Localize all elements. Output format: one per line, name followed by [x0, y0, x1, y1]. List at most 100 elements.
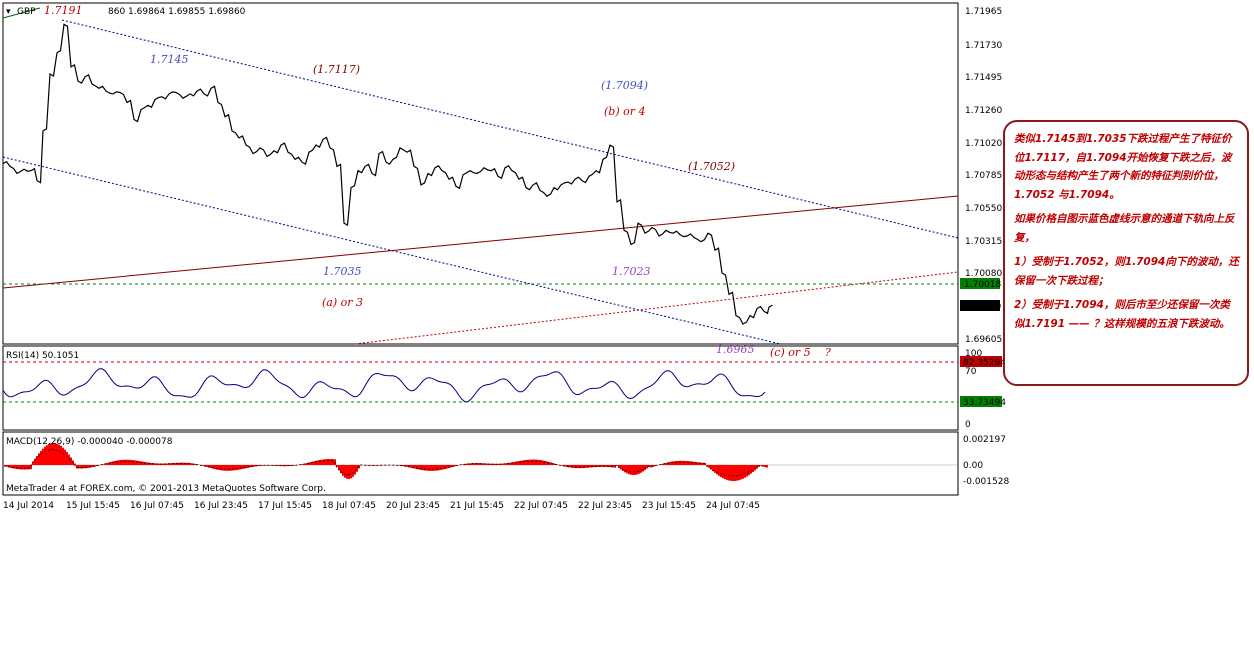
macd-bar — [718, 465, 720, 476]
macd-bar — [110, 461, 112, 465]
time-tick: 16 Jul 23:45 — [194, 501, 248, 511]
macd-bar — [526, 459, 528, 465]
macd-bar — [108, 462, 110, 465]
macd-bar — [122, 459, 124, 465]
macd-bar — [410, 465, 412, 468]
macd-bar — [608, 465, 610, 468]
time-tick: 16 Jul 07:45 — [130, 501, 184, 511]
macd-bar — [404, 465, 406, 467]
macd-bar — [666, 462, 668, 465]
macd-bar — [398, 465, 400, 466]
macd-bar — [352, 465, 354, 477]
macd-bar — [140, 461, 142, 465]
macd-bar — [38, 453, 40, 465]
macd-bar — [646, 465, 648, 469]
macd-bar — [176, 462, 178, 465]
macd-bar — [168, 463, 170, 465]
macd-bar — [126, 459, 128, 465]
macd-bar — [524, 460, 526, 465]
macd-bar — [258, 465, 260, 466]
macd-bar — [444, 465, 446, 470]
macd-bar — [378, 465, 380, 466]
macd-bar — [80, 465, 82, 469]
macd-bar — [36, 456, 38, 465]
macd-bar — [14, 465, 16, 469]
note-paragraph-1: 类似1.7145到1.7035下跌过程产生了特征价位1.7117，自1.7094… — [1014, 133, 1232, 201]
macd-bar — [408, 465, 410, 468]
macd-bar — [66, 452, 68, 465]
macd-bar — [426, 465, 428, 471]
macd-bar — [76, 465, 78, 469]
macd-bar — [262, 465, 264, 466]
macd-bar — [414, 465, 416, 469]
macd-bar — [662, 463, 664, 465]
time-tick: 18 Jul 07:45 — [322, 501, 376, 511]
macd-bar — [134, 460, 136, 465]
macd-bar — [574, 465, 576, 469]
macd-bar — [84, 465, 86, 469]
macd-bar — [668, 462, 670, 465]
macd-bar — [628, 465, 630, 475]
macd-bar — [570, 465, 572, 468]
macd-bar — [760, 465, 762, 466]
macd-bar — [630, 465, 632, 475]
annotation-1.7052: (1.7052) — [688, 160, 735, 173]
macd-bar — [636, 465, 638, 475]
macd-bar — [418, 465, 420, 470]
macd-bar — [704, 462, 706, 465]
rsi-tick: 0 — [965, 420, 971, 430]
macd-bar — [664, 463, 666, 465]
macd-bar — [576, 465, 578, 469]
macd-bar — [714, 465, 716, 473]
rsi-tag-low-bg — [960, 396, 1002, 407]
macd-bar — [582, 465, 584, 469]
macd-bar — [60, 445, 62, 465]
macd-bar — [310, 462, 312, 465]
macd-bar — [236, 465, 238, 471]
macd-bar — [624, 465, 626, 473]
price-tick: 1.71260 — [965, 106, 1002, 116]
macd-bar — [82, 465, 84, 469]
macd-bar — [180, 462, 182, 465]
macd-bar — [540, 460, 542, 465]
annotation-1.7035: 1.7035 — [323, 265, 362, 278]
macd-bar — [506, 463, 508, 465]
macd-bar — [516, 461, 518, 465]
macd-bar — [350, 465, 352, 479]
macd-bar — [4, 465, 6, 467]
macd-bar — [650, 465, 652, 468]
annotation-1.7145: 1.7145 — [150, 53, 189, 66]
macd-bar — [710, 465, 712, 470]
macd-bar — [622, 465, 624, 471]
macd-bar — [226, 465, 228, 471]
symbol-menu-icon[interactable]: ▾ — [6, 7, 11, 17]
macd-bar — [222, 465, 224, 471]
symbol-label[interactable]: GBP — [17, 7, 36, 17]
macd-bar — [246, 465, 248, 469]
macd-bar — [510, 462, 512, 465]
macd-bar — [26, 465, 28, 470]
macd-bar — [424, 465, 426, 471]
macd-bar — [194, 463, 196, 465]
macd-bar — [406, 465, 408, 467]
macd-bar — [162, 463, 164, 465]
price-panel — [2, 2, 959, 345]
macd-bar — [220, 465, 222, 471]
macd-bar — [688, 461, 690, 465]
macd-bar — [112, 461, 114, 465]
macd-bar — [178, 462, 180, 465]
macd-bar — [30, 465, 32, 470]
note-paragraph-4: 2）受制于1.7094，则后市至少还保留一次类似1.7191 —— ？这样规模的… — [1014, 299, 1230, 330]
macd-bar — [232, 465, 234, 471]
macd-bar — [568, 465, 570, 468]
macd-bar — [678, 460, 680, 465]
macd-bar — [564, 465, 566, 467]
macd-bar — [132, 460, 134, 465]
macd-bar — [682, 460, 684, 465]
macd-bar — [202, 465, 204, 466]
macd-bar — [154, 463, 156, 465]
channel-lower-line — [2, 156, 781, 345]
price-tick: 1.69605 — [965, 335, 1002, 345]
macd-bar — [742, 465, 744, 479]
